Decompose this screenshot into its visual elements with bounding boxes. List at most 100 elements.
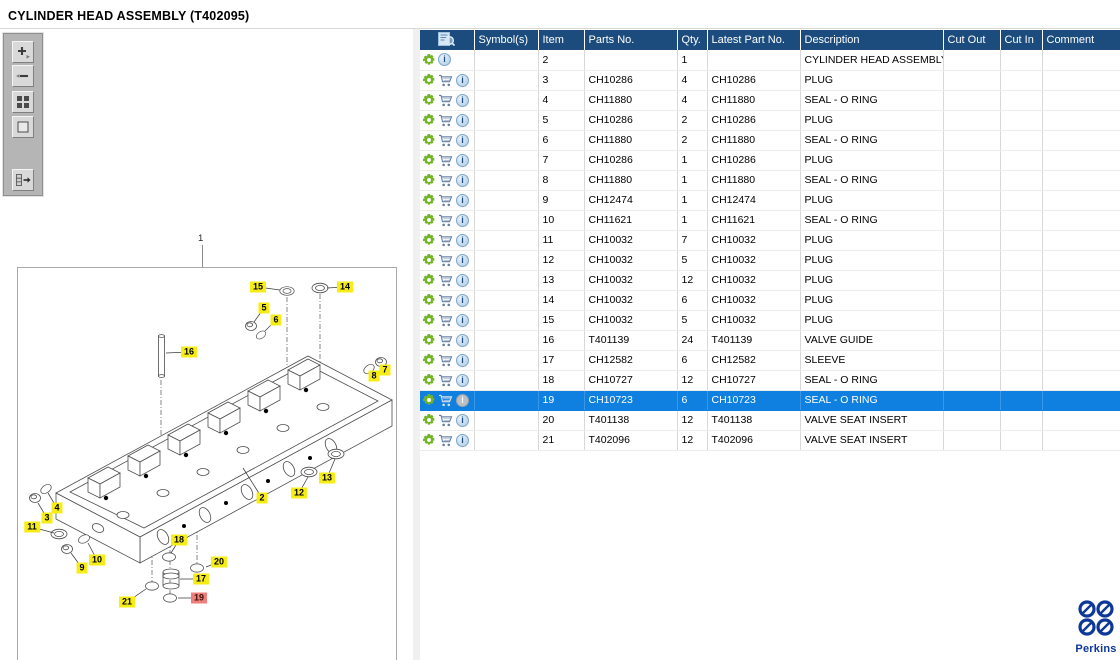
diagram-callout-19[interactable]: 19 bbox=[191, 593, 207, 604]
column-header-parts-no[interactable]: Parts No. bbox=[584, 30, 677, 50]
info-icon[interactable]: i bbox=[456, 354, 469, 367]
column-header-description[interactable]: Description bbox=[800, 30, 943, 50]
column-header-comment[interactable]: Comment bbox=[1042, 30, 1120, 50]
add-to-cart-icon[interactable] bbox=[438, 174, 453, 187]
add-to-cart-icon[interactable] bbox=[438, 234, 453, 247]
add-to-cart-icon[interactable] bbox=[438, 74, 453, 87]
configure-icon[interactable] bbox=[423, 374, 435, 386]
table-row-item-3[interactable]: i3CH102864CH10286PLUG bbox=[420, 70, 1120, 90]
add-to-cart-icon[interactable] bbox=[438, 394, 453, 407]
configure-icon[interactable] bbox=[423, 434, 435, 446]
info-icon[interactable]: i bbox=[456, 94, 469, 107]
diagram-callout-9[interactable]: 9 bbox=[76, 563, 87, 574]
info-icon[interactable]: i bbox=[456, 154, 469, 167]
table-row-item-15[interactable]: i15CH100325CH10032PLUG bbox=[420, 310, 1120, 330]
table-row-item-4[interactable]: i4CH118804CH11880SEAL - O RING bbox=[420, 90, 1120, 110]
info-icon[interactable]: i bbox=[456, 194, 469, 207]
add-to-cart-icon[interactable] bbox=[438, 274, 453, 287]
add-to-cart-icon[interactable] bbox=[438, 154, 453, 167]
configure-icon[interactable] bbox=[423, 334, 435, 346]
configure-icon[interactable] bbox=[423, 214, 435, 226]
diagram-callout-8[interactable]: 8 bbox=[368, 371, 379, 382]
configure-icon[interactable] bbox=[423, 174, 435, 186]
diagram-callout-18[interactable]: 18 bbox=[171, 535, 187, 546]
table-row-item-14[interactable]: i14CH100326CH10032PLUG bbox=[420, 290, 1120, 310]
tile-view-button[interactable] bbox=[12, 91, 34, 113]
add-to-cart-icon[interactable] bbox=[438, 214, 453, 227]
table-row-item-10[interactable]: i10CH116211CH11621SEAL - O RING bbox=[420, 210, 1120, 230]
column-header-latest-part-no[interactable]: Latest Part No. bbox=[707, 30, 800, 50]
table-row-item-12[interactable]: i12CH100325CH10032PLUG bbox=[420, 250, 1120, 270]
configure-icon[interactable] bbox=[423, 414, 435, 426]
fit-view-button[interactable] bbox=[12, 116, 34, 138]
add-to-cart-icon[interactable] bbox=[438, 194, 453, 207]
table-row-item-20[interactable]: i20T40113812T401138VALVE SEAT INSERT bbox=[420, 410, 1120, 430]
diagram-callout-10[interactable]: 10 bbox=[89, 555, 105, 566]
configure-icon[interactable] bbox=[423, 234, 435, 246]
diagram-callout-15[interactable]: 15 bbox=[250, 282, 266, 293]
column-header-cut-in[interactable]: Cut In bbox=[1000, 30, 1042, 50]
diagram-callout-12[interactable]: 12 bbox=[291, 488, 307, 499]
add-to-cart-icon[interactable] bbox=[438, 374, 453, 387]
configure-icon[interactable] bbox=[423, 194, 435, 206]
assembly-callout-1[interactable]: 1 bbox=[198, 233, 203, 244]
diagram-callout-17[interactable]: 17 bbox=[193, 574, 209, 585]
add-to-cart-icon[interactable] bbox=[438, 94, 453, 107]
diagram-callout-11[interactable]: 11 bbox=[24, 522, 40, 533]
table-row-item-7[interactable]: i7CH102861CH10286PLUG bbox=[420, 150, 1120, 170]
add-to-cart-icon[interactable] bbox=[438, 134, 453, 147]
table-row-item-2[interactable]: i21CYLINDER HEAD ASSEMBLY bbox=[420, 50, 1120, 70]
configure-icon[interactable] bbox=[423, 114, 435, 126]
table-row-item-9[interactable]: i9CH124741CH12474PLUG bbox=[420, 190, 1120, 210]
toggle-panel-button[interactable] bbox=[12, 169, 34, 191]
table-row-item-11[interactable]: i11CH100327CH10032PLUG bbox=[420, 230, 1120, 250]
info-icon[interactable]: i bbox=[456, 174, 469, 187]
add-to-cart-icon[interactable] bbox=[438, 114, 453, 127]
info-icon[interactable]: i bbox=[456, 434, 469, 447]
configure-icon[interactable] bbox=[423, 254, 435, 266]
table-row-item-6[interactable]: i6CH118802CH11880SEAL - O RING bbox=[420, 130, 1120, 150]
diagram-callout-20[interactable]: 20 bbox=[211, 557, 227, 568]
info-icon[interactable]: i bbox=[456, 374, 469, 387]
table-row-item-8[interactable]: i8CH118801CH11880SEAL - O RING bbox=[420, 170, 1120, 190]
configure-icon[interactable] bbox=[423, 274, 435, 286]
table-row-item-21[interactable]: i21T40209612T402096VALVE SEAT INSERT bbox=[420, 430, 1120, 450]
configure-icon[interactable] bbox=[423, 134, 435, 146]
table-row-item-18[interactable]: i18CH1072712CH10727SEAL - O RING bbox=[420, 370, 1120, 390]
info-icon[interactable]: i bbox=[456, 274, 469, 287]
column-header-qty[interactable]: Qty. bbox=[677, 30, 707, 50]
configure-icon[interactable] bbox=[423, 154, 435, 166]
panel-divider[interactable] bbox=[413, 29, 420, 660]
info-icon[interactable]: i bbox=[456, 414, 469, 427]
info-icon[interactable]: i bbox=[456, 74, 469, 87]
add-to-cart-icon[interactable] bbox=[438, 434, 453, 447]
configure-icon[interactable] bbox=[423, 354, 435, 366]
diagram-callout-13[interactable]: 13 bbox=[319, 473, 335, 484]
info-icon[interactable]: i bbox=[456, 254, 469, 267]
info-icon[interactable]: i bbox=[456, 294, 469, 307]
zoom-in-button[interactable] bbox=[12, 41, 34, 63]
add-to-cart-icon[interactable] bbox=[438, 354, 453, 367]
diagram-callout-3[interactable]: 3 bbox=[41, 513, 52, 524]
table-row-item-16[interactable]: i16T40113924T401139VALVE GUIDE bbox=[420, 330, 1120, 350]
column-header-item[interactable]: Item bbox=[538, 30, 584, 50]
column-header-cut-out[interactable]: Cut Out bbox=[943, 30, 1000, 50]
info-icon[interactable]: i bbox=[456, 114, 469, 127]
add-to-cart-icon[interactable] bbox=[438, 314, 453, 327]
table-row-item-17[interactable]: i17CH125826CH12582SLEEVE bbox=[420, 350, 1120, 370]
table-row-item-19[interactable]: i19CH107236CH10723SEAL - O RING bbox=[420, 390, 1120, 410]
info-icon[interactable]: i bbox=[456, 314, 469, 327]
add-to-cart-icon[interactable] bbox=[438, 294, 453, 307]
add-to-cart-icon[interactable] bbox=[438, 254, 453, 267]
diagram-callout-5[interactable]: 5 bbox=[258, 303, 269, 314]
diagram-callout-6[interactable]: 6 bbox=[270, 315, 281, 326]
diagram-callout-4[interactable]: 4 bbox=[51, 503, 62, 514]
table-row-item-13[interactable]: i13CH1003212CH10032PLUG bbox=[420, 270, 1120, 290]
column-header-view[interactable] bbox=[420, 30, 474, 50]
info-icon[interactable]: i bbox=[456, 134, 469, 147]
configure-icon[interactable] bbox=[423, 394, 435, 406]
column-header-symbol-s[interactable]: Symbol(s) bbox=[474, 30, 538, 50]
diagram-callout-16[interactable]: 16 bbox=[181, 347, 197, 358]
configure-icon[interactable] bbox=[423, 94, 435, 106]
diagram-callout-14[interactable]: 14 bbox=[337, 282, 353, 293]
